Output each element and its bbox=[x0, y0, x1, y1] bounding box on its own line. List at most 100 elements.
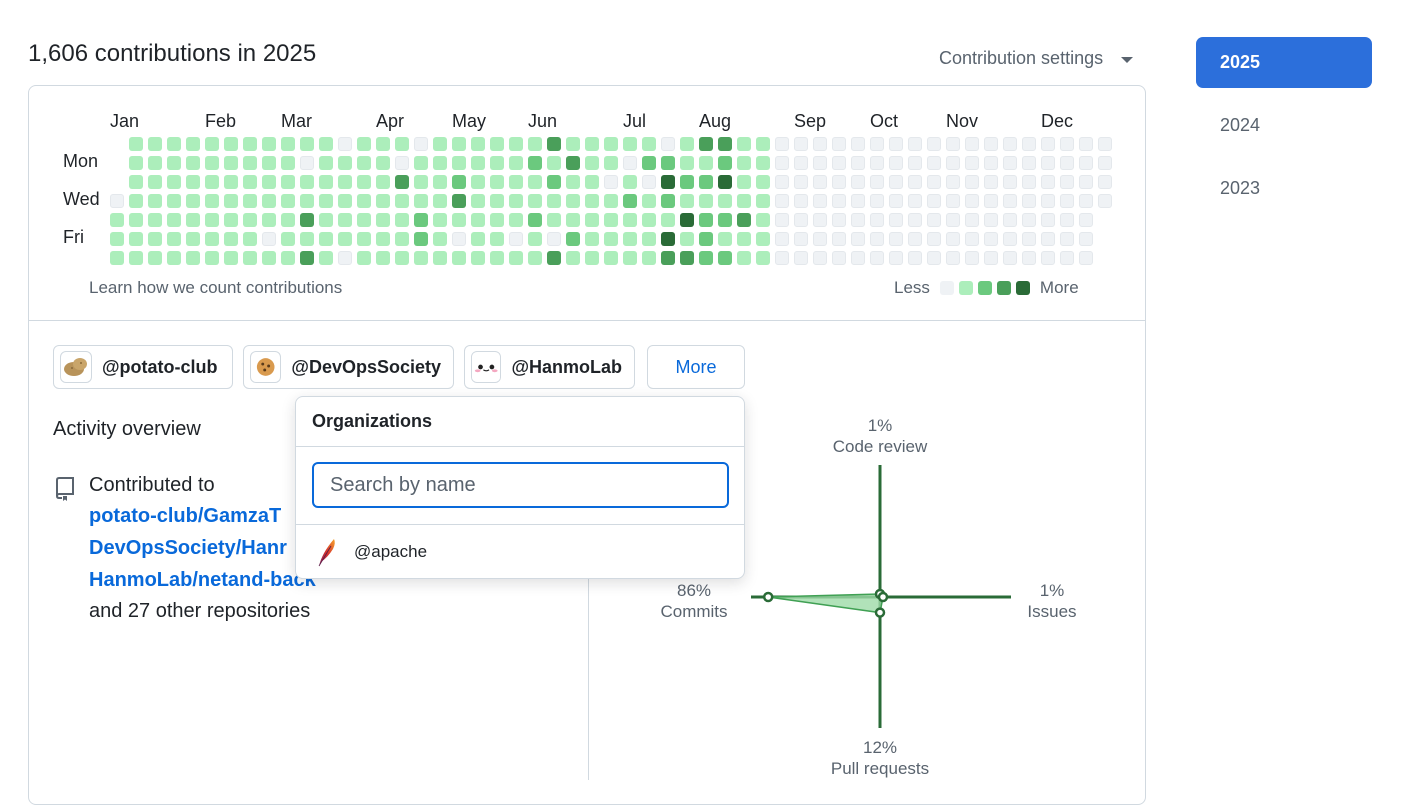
contribution-day-cell[interactable] bbox=[870, 175, 884, 189]
contribution-day-cell[interactable] bbox=[908, 137, 922, 151]
contribution-day-cell[interactable] bbox=[661, 156, 675, 170]
contribution-day-cell[interactable] bbox=[1022, 213, 1036, 227]
contribution-day-cell[interactable] bbox=[395, 137, 409, 151]
contribution-day-cell[interactable] bbox=[1098, 156, 1112, 170]
contribution-day-cell[interactable] bbox=[870, 194, 884, 208]
contribution-day-cell[interactable] bbox=[243, 156, 257, 170]
contribution-day-cell[interactable] bbox=[623, 156, 637, 170]
contribution-day-cell[interactable] bbox=[471, 175, 485, 189]
contribution-day-cell[interactable] bbox=[319, 251, 333, 265]
contribution-day-cell[interactable] bbox=[813, 213, 827, 227]
contribution-day-cell[interactable] bbox=[642, 156, 656, 170]
contribution-day-cell[interactable] bbox=[281, 137, 295, 151]
repo-link[interactable]: potato-club/GamzaT bbox=[89, 505, 282, 527]
contribution-day-cell[interactable] bbox=[851, 175, 865, 189]
contribution-day-cell[interactable] bbox=[889, 213, 903, 227]
contribution-day-cell[interactable] bbox=[946, 232, 960, 246]
contribution-day-cell[interactable] bbox=[509, 156, 523, 170]
contribution-day-cell[interactable] bbox=[737, 194, 751, 208]
contribution-day-cell[interactable] bbox=[167, 156, 181, 170]
contribution-day-cell[interactable] bbox=[262, 251, 276, 265]
contribution-day-cell[interactable] bbox=[1003, 194, 1017, 208]
contribution-day-cell[interactable] bbox=[699, 251, 713, 265]
contribution-day-cell[interactable] bbox=[509, 213, 523, 227]
year-2025-button[interactable]: 2025 bbox=[1196, 37, 1372, 88]
contribution-day-cell[interactable] bbox=[927, 194, 941, 208]
contribution-day-cell[interactable] bbox=[623, 232, 637, 246]
contribution-day-cell[interactable] bbox=[718, 137, 732, 151]
contribution-day-cell[interactable] bbox=[775, 137, 789, 151]
contribution-day-cell[interactable] bbox=[832, 137, 846, 151]
contribution-day-cell[interactable] bbox=[471, 156, 485, 170]
contribution-day-cell[interactable] bbox=[718, 213, 732, 227]
contribution-day-cell[interactable] bbox=[699, 232, 713, 246]
contribution-day-cell[interactable] bbox=[262, 137, 276, 151]
contribution-day-cell[interactable] bbox=[148, 213, 162, 227]
contribution-day-cell[interactable] bbox=[623, 251, 637, 265]
contribution-day-cell[interactable] bbox=[642, 232, 656, 246]
contribution-settings-button[interactable]: Contribution settings bbox=[939, 48, 1134, 69]
contribution-day-cell[interactable] bbox=[813, 194, 827, 208]
contribution-day-cell[interactable] bbox=[680, 232, 694, 246]
contribution-day-cell[interactable] bbox=[984, 175, 998, 189]
contribution-day-cell[interactable] bbox=[110, 251, 124, 265]
contribution-day-cell[interactable] bbox=[585, 251, 599, 265]
contribution-day-cell[interactable] bbox=[870, 213, 884, 227]
contribution-day-cell[interactable] bbox=[737, 251, 751, 265]
contribution-day-cell[interactable] bbox=[889, 251, 903, 265]
contribution-day-cell[interactable] bbox=[813, 175, 827, 189]
contribution-day-cell[interactable] bbox=[984, 213, 998, 227]
repo-link[interactable]: HanmoLab/netand-back bbox=[89, 569, 316, 591]
contribution-day-cell[interactable] bbox=[110, 232, 124, 246]
contribution-day-cell[interactable] bbox=[281, 194, 295, 208]
contribution-day-cell[interactable] bbox=[832, 251, 846, 265]
contribution-day-cell[interactable] bbox=[756, 194, 770, 208]
contribution-day-cell[interactable] bbox=[927, 213, 941, 227]
contribution-day-cell[interactable] bbox=[357, 213, 371, 227]
contribution-day-cell[interactable] bbox=[1060, 137, 1074, 151]
contribution-day-cell[interactable] bbox=[908, 232, 922, 246]
contribution-day-cell[interactable] bbox=[224, 175, 238, 189]
contribution-day-cell[interactable] bbox=[1098, 194, 1112, 208]
contribution-day-cell[interactable] bbox=[908, 175, 922, 189]
contribution-day-cell[interactable] bbox=[680, 137, 694, 151]
contribution-day-cell[interactable] bbox=[851, 194, 865, 208]
contribution-day-cell[interactable] bbox=[471, 213, 485, 227]
learn-how-we-count-link[interactable]: Learn how we count contributions bbox=[89, 278, 343, 297]
contribution-day-cell[interactable] bbox=[357, 251, 371, 265]
contribution-day-cell[interactable] bbox=[813, 137, 827, 151]
contribution-day-cell[interactable] bbox=[851, 137, 865, 151]
contribution-day-cell[interactable] bbox=[737, 175, 751, 189]
contribution-day-cell[interactable] bbox=[965, 213, 979, 227]
org-chip-hanmolab[interactable]: @HanmoLab bbox=[464, 345, 635, 389]
contribution-day-cell[interactable] bbox=[129, 175, 143, 189]
contribution-day-cell[interactable] bbox=[129, 251, 143, 265]
contribution-day-cell[interactable] bbox=[1079, 137, 1093, 151]
contribution-day-cell[interactable] bbox=[338, 232, 352, 246]
contribution-day-cell[interactable] bbox=[395, 156, 409, 170]
contribution-day-cell[interactable] bbox=[775, 156, 789, 170]
contribution-day-cell[interactable] bbox=[224, 194, 238, 208]
contribution-day-cell[interactable] bbox=[984, 251, 998, 265]
contribution-day-cell[interactable] bbox=[547, 175, 561, 189]
contribution-day-cell[interactable] bbox=[319, 232, 333, 246]
contribution-day-cell[interactable] bbox=[946, 194, 960, 208]
contribution-day-cell[interactable] bbox=[642, 175, 656, 189]
contribution-day-cell[interactable] bbox=[946, 137, 960, 151]
contribution-day-cell[interactable] bbox=[300, 194, 314, 208]
contribution-day-cell[interactable] bbox=[528, 213, 542, 227]
contribution-day-cell[interactable] bbox=[129, 194, 143, 208]
contribution-day-cell[interactable] bbox=[661, 137, 675, 151]
contribution-day-cell[interactable] bbox=[756, 175, 770, 189]
contribution-day-cell[interactable] bbox=[680, 194, 694, 208]
contribution-day-cell[interactable] bbox=[471, 137, 485, 151]
contribution-day-cell[interactable] bbox=[1041, 175, 1055, 189]
contribution-day-cell[interactable] bbox=[775, 232, 789, 246]
contribution-day-cell[interactable] bbox=[452, 137, 466, 151]
contribution-day-cell[interactable] bbox=[433, 213, 447, 227]
contribution-day-cell[interactable] bbox=[718, 251, 732, 265]
contribution-day-cell[interactable] bbox=[851, 232, 865, 246]
contribution-day-cell[interactable] bbox=[357, 175, 371, 189]
contribution-day-cell[interactable] bbox=[490, 137, 504, 151]
contribution-day-cell[interactable] bbox=[870, 137, 884, 151]
